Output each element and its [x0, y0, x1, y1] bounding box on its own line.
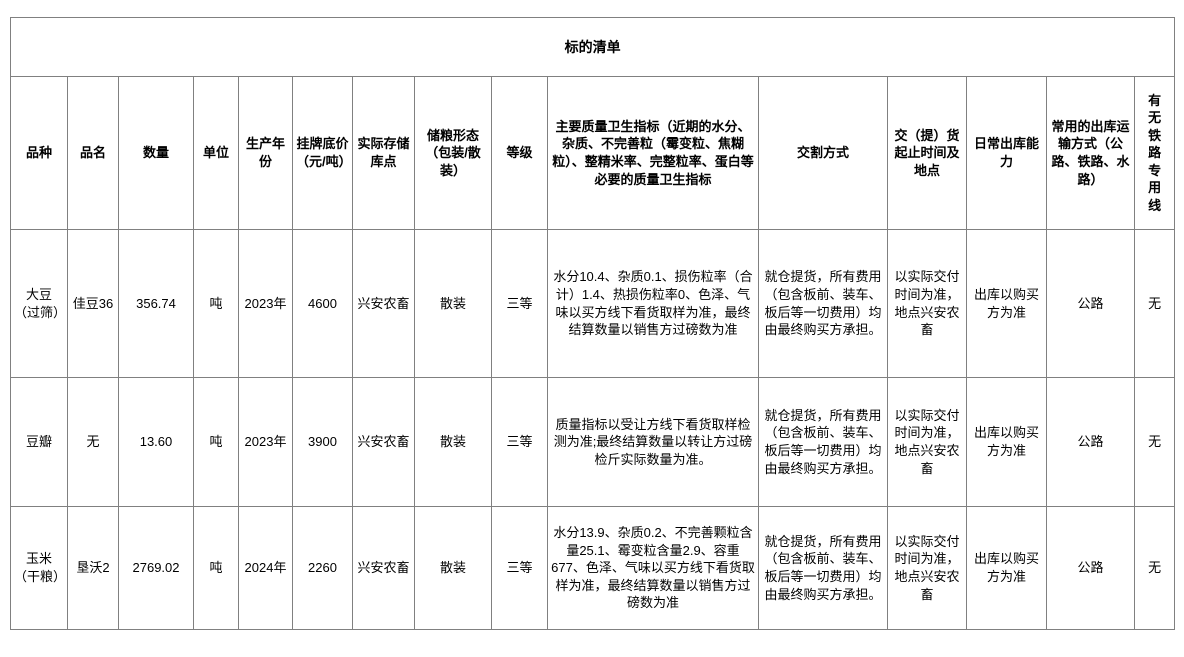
cell-storage-form: 散装 [414, 229, 492, 378]
cell-storage-location: 兴安农畜 [352, 229, 415, 378]
header-product-name: 品名 [67, 76, 119, 230]
header-grade: 等级 [491, 76, 548, 230]
table-title-row: 标的清单 [9, 17, 1176, 77]
cell-outbound-capacity: 出库以购买方为准 [966, 377, 1047, 507]
cell-transport-method: 公路 [1046, 229, 1135, 378]
cell-quantity: 2769.02 [118, 506, 194, 630]
cell-delivery-time-location: 以实际交付时间为准，地点兴安农畜 [887, 229, 967, 378]
cell-variety: 玉米（干粮） [10, 506, 68, 630]
table-row-corn: 玉米（干粮） 垦沃2 2769.02 吨 2024年 2260 兴安农畜 散装 … [10, 506, 1176, 630]
cell-unit: 吨 [193, 506, 239, 630]
cell-unit: 吨 [193, 377, 239, 507]
cell-product-name: 佳豆36 [67, 229, 119, 378]
table-row-soybean: 大豆（过筛） 佳豆36 356.74 吨 2023年 4600 兴安农畜 散装 … [10, 229, 1176, 378]
cell-delivery-time-location: 以实际交付时间为准，地点兴安农畜 [887, 377, 967, 507]
header-storage-location: 实际存储库点 [352, 76, 415, 230]
cell-grade: 三等 [491, 229, 548, 378]
cell-railway-line: 无 [1133, 229, 1176, 378]
cell-quality-indicators: 水分10.4、杂质0.1、损伤粒率（合计）1.4、热损伤粒率0、色泽、气味以买方… [547, 229, 759, 378]
cell-transport-method: 公路 [1046, 377, 1135, 507]
cell-storage-form: 散装 [414, 377, 492, 507]
cell-product-name: 垦沃2 [67, 506, 119, 630]
cell-unit: 吨 [193, 229, 239, 378]
table-row-bean-flakes: 豆瓣 无 13.60 吨 2023年 3900 兴安农畜 散装 三等 质量指标以… [10, 377, 1176, 507]
header-floor-price: 挂牌底价（元/吨） [292, 76, 353, 230]
header-delivery-time-location: 交（提）货起止时间及地点 [887, 76, 967, 230]
cell-quantity: 13.60 [118, 377, 194, 507]
cell-floor-price: 4600 [292, 229, 353, 378]
header-quality-indicators: 主要质量卫生指标（近期的水分、杂质、不完善粒（霉变粒、焦糊粒）、整精米率、完整粒… [547, 76, 759, 230]
header-transport-method: 常用的出库运输方式（公路、铁路、水路） [1046, 76, 1135, 230]
header-production-year: 生产年份 [238, 76, 293, 230]
cell-product-name: 无 [67, 377, 119, 507]
cell-railway-line: 无 [1133, 377, 1176, 507]
cell-quality-indicators: 质量指标以受让方线下看货取样检测为准;最终结算数量以转让方过磅检斤实际数量为准。 [547, 377, 759, 507]
cell-grade: 三等 [491, 506, 548, 630]
cell-storage-location: 兴安农畜 [352, 506, 415, 630]
cell-floor-price: 2260 [292, 506, 353, 630]
header-unit: 单位 [193, 76, 239, 230]
cell-production-year: 2023年 [238, 229, 293, 378]
table-header-row: 品种 品名 数量 单位 生产年份 挂牌底价（元/吨） 实际存储库点 储粮形态（包… [10, 76, 1176, 230]
cell-transport-method: 公路 [1046, 506, 1135, 630]
header-outbound-capacity: 日常出库能力 [966, 76, 1047, 230]
cell-quantity: 356.74 [118, 229, 194, 378]
header-variety: 品种 [10, 76, 68, 230]
cell-outbound-capacity: 出库以购买方为准 [966, 229, 1047, 378]
header-quantity: 数量 [118, 76, 194, 230]
cell-railway-line: 无 [1133, 506, 1176, 630]
header-delivery-method: 交割方式 [758, 76, 888, 230]
cell-delivery-method: 就仓提货，所有费用（包含板前、装车、板后等一切费用）均由最终购买方承担。 [758, 377, 888, 507]
cell-production-year: 2024年 [238, 506, 293, 630]
header-railway-line-text: 有无铁路专用线 [1148, 92, 1162, 213]
cell-storage-location: 兴安农畜 [352, 377, 415, 507]
header-storage-form: 储粮形态（包装/散装） [414, 76, 492, 230]
listing-table: 标的清单 品种 品名 数量 单位 生产年份 挂牌底价（元/吨） 实际存储库点 储… [9, 17, 1176, 630]
cell-production-year: 2023年 [238, 377, 293, 507]
cell-floor-price: 3900 [292, 377, 353, 507]
cell-delivery-time-location: 以实际交付时间为准，地点兴安农畜 [887, 506, 967, 630]
cell-outbound-capacity: 出库以购买方为准 [966, 506, 1047, 630]
cell-delivery-method: 就仓提货，所有费用（包含板前、装车、板后等一切费用）均由最终购买方承担。 [758, 506, 888, 630]
page-title: 标的清单 [9, 17, 1176, 77]
cell-quality-indicators: 水分13.9、杂质0.2、不完善颗粒含量25.1、霉变粒含量2.9、容重677、… [547, 506, 759, 630]
cell-grade: 三等 [491, 377, 548, 507]
cell-delivery-method: 就仓提货，所有费用（包含板前、装车、板后等一切费用）均由最终购买方承担。 [758, 229, 888, 378]
header-railway-line: 有无铁路专用线 [1133, 76, 1176, 230]
cell-variety: 豆瓣 [10, 377, 68, 507]
cell-storage-form: 散装 [414, 506, 492, 630]
cell-variety: 大豆（过筛） [10, 229, 68, 378]
